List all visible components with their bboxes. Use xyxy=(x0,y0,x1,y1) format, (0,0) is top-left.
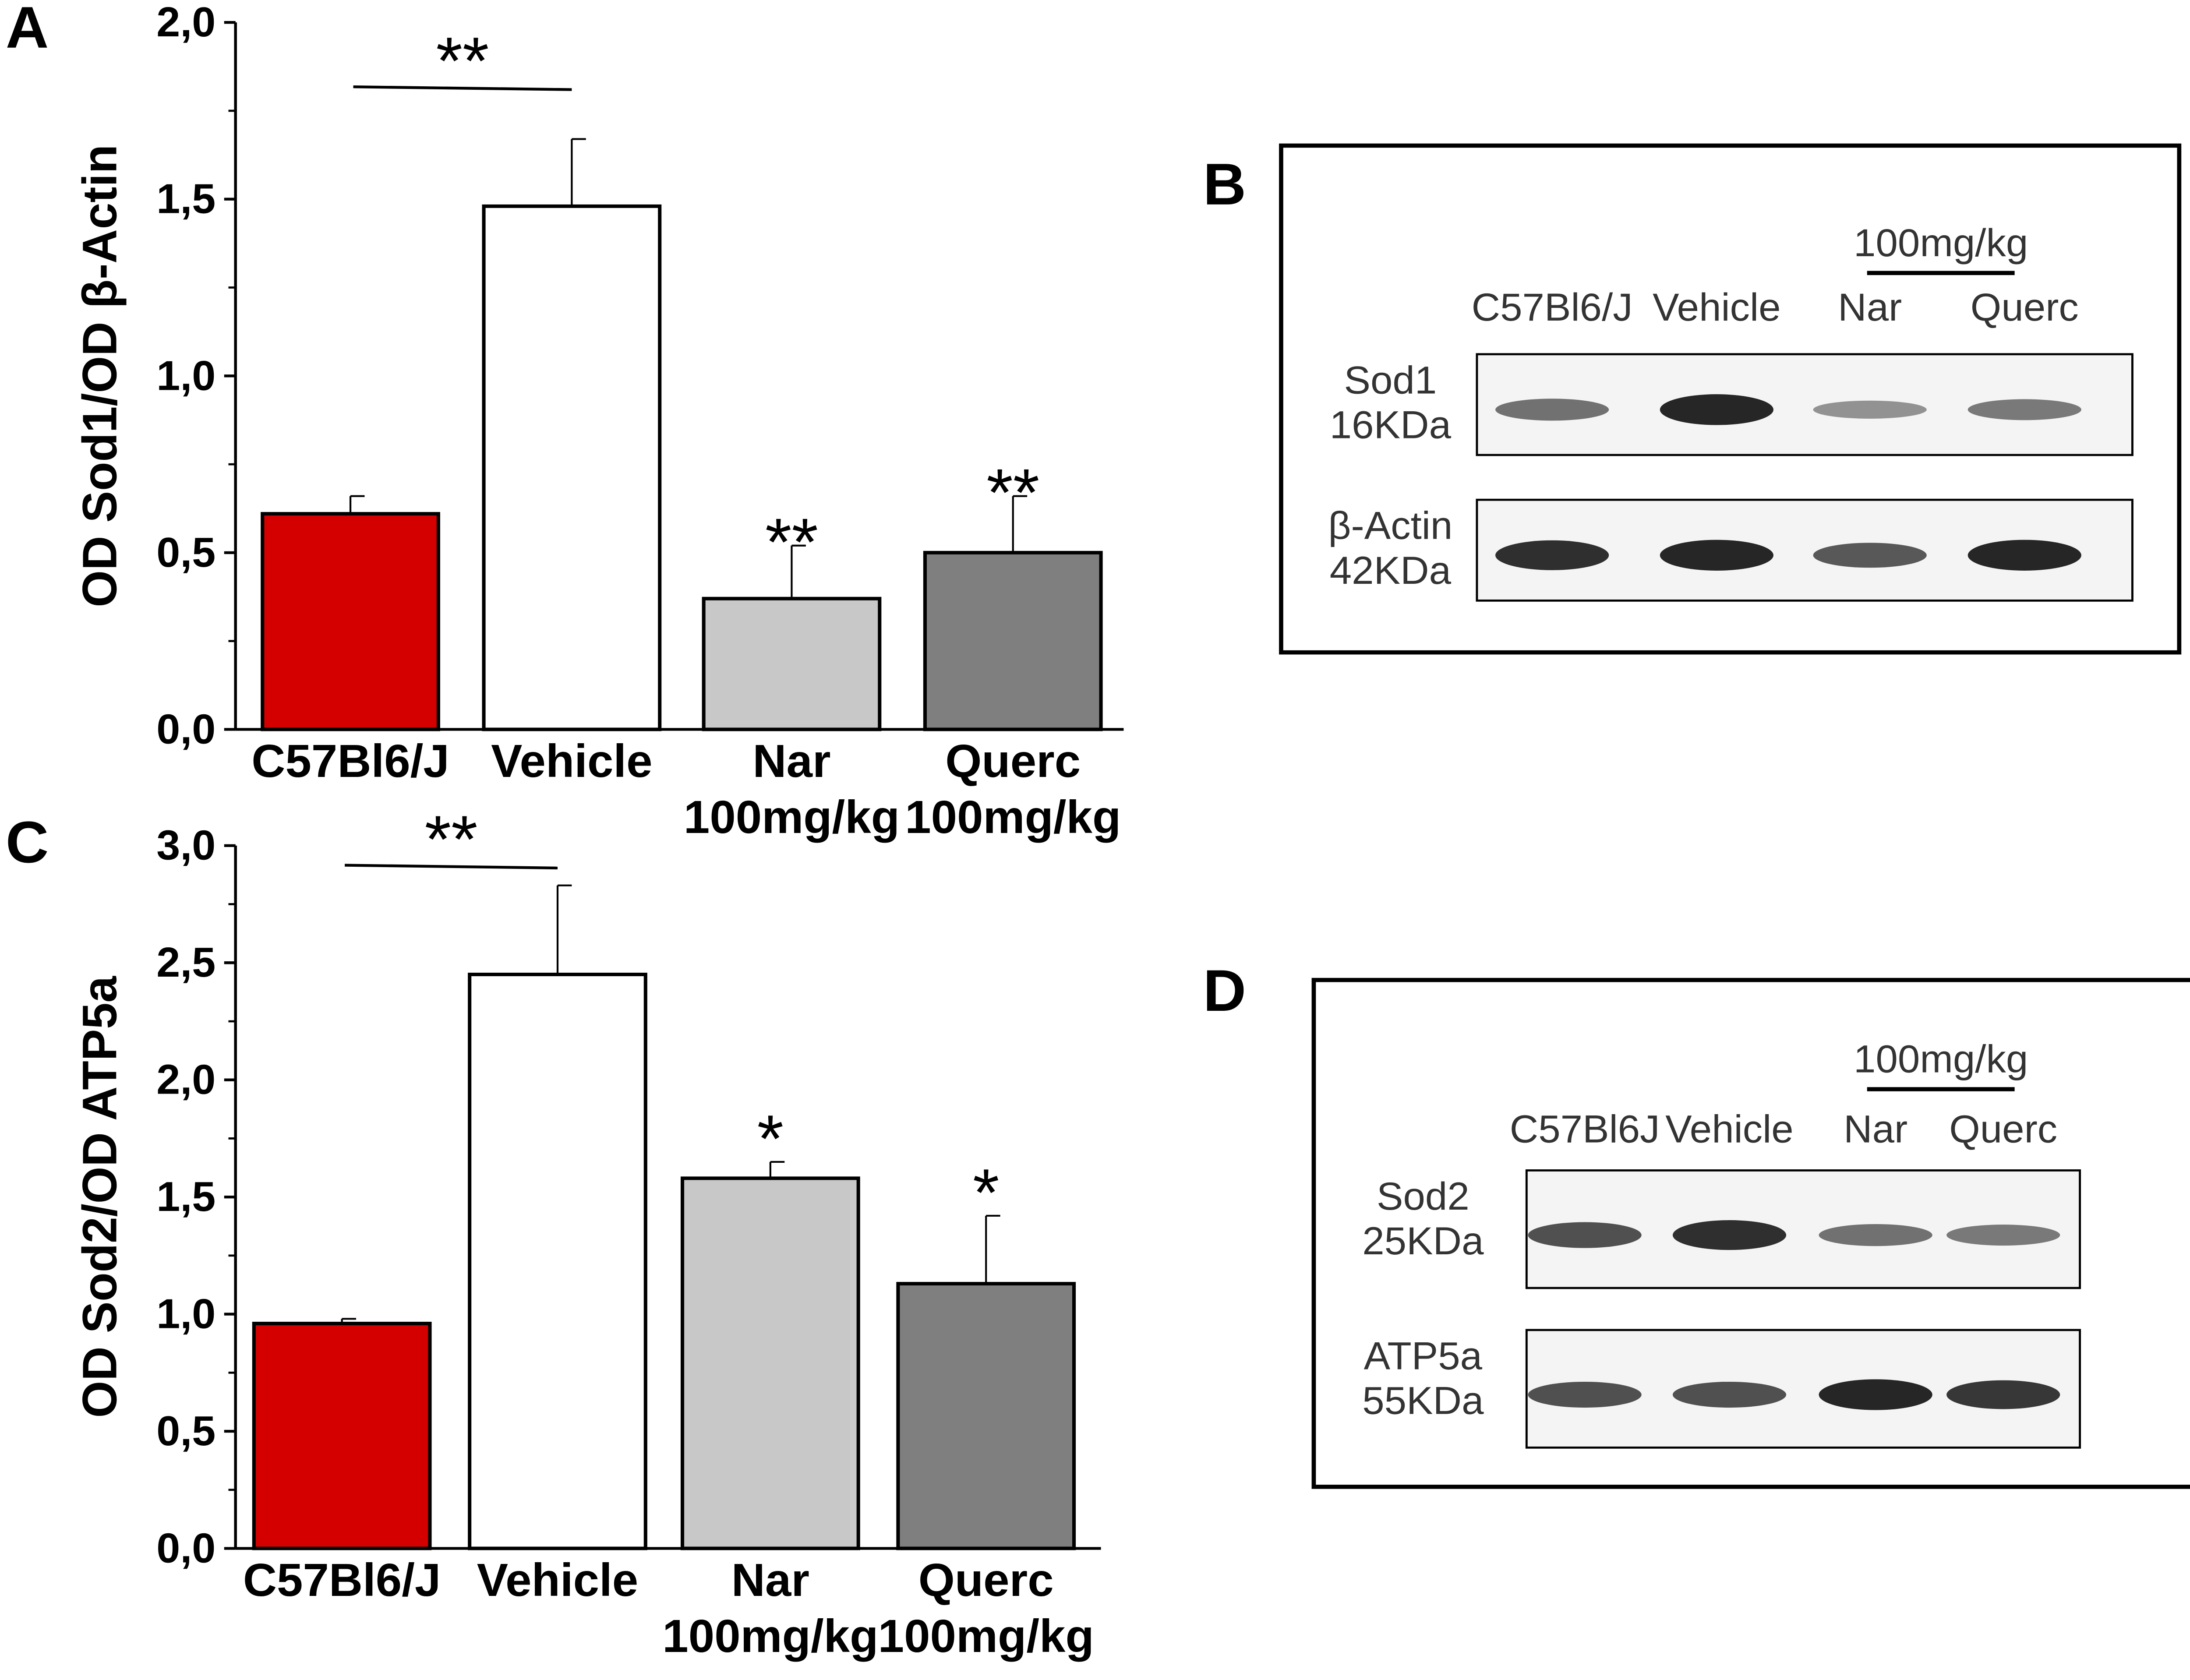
protein-band xyxy=(1967,540,2081,571)
significance-marker: * xyxy=(757,1101,784,1176)
significance-marker: ** xyxy=(986,455,1039,530)
category-label: C57Bl6/J xyxy=(243,1554,441,1606)
protein-name: Sod1 xyxy=(1344,358,1437,402)
y-tick-label: 0,0 xyxy=(156,706,215,752)
lane-label: Vehicle xyxy=(1665,1107,1793,1151)
bar xyxy=(482,204,662,731)
bar xyxy=(680,1176,860,1550)
bar xyxy=(261,512,440,731)
category-label: Vehicle xyxy=(491,735,652,787)
protein-name: β-Actin xyxy=(1328,504,1452,547)
protein-band xyxy=(1495,540,1609,570)
protein-band xyxy=(1660,394,1773,425)
protein-band xyxy=(1813,543,1927,568)
protein-band xyxy=(1813,400,1927,419)
bar xyxy=(923,551,1103,731)
protein-name: Sod2 xyxy=(1377,1174,1469,1218)
lane-label: Querc xyxy=(1971,286,2079,329)
y-tick-label: 1,5 xyxy=(156,1174,215,1220)
category-label: 100mg/kg xyxy=(905,791,1121,843)
protein-name: ATP5a xyxy=(1364,1334,1483,1378)
panel-letter-c: C xyxy=(6,809,49,875)
western-blot-sod1: 100mg/kg C57Bl6/J Vehicle Nar Querc Sod116KDa… xyxy=(1279,143,2182,655)
bar xyxy=(702,596,882,731)
lane-label: Vehicle xyxy=(1653,286,1780,329)
category-label: Querc xyxy=(945,735,1081,787)
protein-band xyxy=(1528,1222,1642,1248)
protein-band xyxy=(1819,1224,1932,1246)
y-tick-label: 2,5 xyxy=(156,939,215,986)
protein-band xyxy=(1967,399,2081,420)
significance-bracket xyxy=(353,85,572,91)
y-tick-label: 0,5 xyxy=(156,1408,215,1454)
protein-band xyxy=(1819,1379,1932,1410)
significance-marker: ** xyxy=(765,504,818,579)
y-tick-label: 0,0 xyxy=(156,1525,215,1571)
category-label: C57Bl6/J xyxy=(251,735,449,787)
bar xyxy=(896,1282,1076,1550)
lane-label: C57Bl6J xyxy=(1510,1107,1660,1151)
panel-letter-b: B xyxy=(1203,152,1246,217)
protein-size: 42KDa xyxy=(1330,549,1452,593)
y-axis-label: OD Sod1/OD β-Actin xyxy=(73,145,127,607)
y-tick-label: 1,5 xyxy=(156,176,215,222)
y-tick-label: 1,0 xyxy=(156,1291,215,1337)
protein-band xyxy=(1946,1380,2060,1409)
significance-bracket xyxy=(345,864,558,870)
protein-size: 25KDa xyxy=(1362,1219,1484,1263)
protein-size: 16KDa xyxy=(1330,403,1452,447)
protein-band xyxy=(1528,1381,1642,1408)
bracket-label: ** xyxy=(425,801,478,877)
dose-label: 100mg/kg xyxy=(1854,1037,2028,1081)
dose-label: 100mg/kg xyxy=(1854,221,2028,265)
y-tick-label: 0,5 xyxy=(156,529,215,575)
panel-letter-a: A xyxy=(6,0,49,60)
category-label: 100mg/kg xyxy=(878,1610,1094,1662)
category-label: Vehicle xyxy=(477,1554,638,1606)
bar xyxy=(468,972,647,1550)
category-label: Nar xyxy=(752,735,830,787)
bracket-label: ** xyxy=(436,23,489,99)
protein-band xyxy=(1660,540,1773,571)
bar xyxy=(252,1322,432,1550)
category-label: 100mg/kg xyxy=(684,791,900,843)
lane-label: C57Bl6/J xyxy=(1472,286,1633,329)
chart-sod2: 0,0 0,5 1,0 1,5 2,0 2,5 3,0 OD Sod2/OD ATP5a C57… xyxy=(73,801,1101,1662)
y-axis-label: OD Sod2/OD ATP5a xyxy=(73,976,127,1418)
category-label: Nar xyxy=(731,1554,809,1606)
y-tick-label: 2,0 xyxy=(156,0,215,46)
lane-label: Nar xyxy=(1838,286,1902,329)
lane-label: Nar xyxy=(1844,1107,1907,1151)
significance-marker: * xyxy=(973,1155,1000,1230)
chart-sod1: 0,0 0,5 1,0 1,5 2,0 OD Sod1/OD β-Actin C57Bl6/… xyxy=(73,0,1124,843)
category-label: Querc xyxy=(918,1554,1054,1606)
protein-band xyxy=(1672,1220,1787,1250)
category-label: 100mg/kg xyxy=(662,1610,878,1662)
protein-size: 55KDa xyxy=(1362,1379,1484,1422)
lane-label: Querc xyxy=(1949,1107,2057,1151)
y-tick-label: 1,0 xyxy=(156,353,215,399)
protein-band xyxy=(1672,1381,1787,1408)
y-tick-label: 3,0 xyxy=(156,822,215,868)
y-tick-label: 2,0 xyxy=(156,1056,215,1103)
protein-band xyxy=(1495,399,1609,421)
protein-band xyxy=(1946,1225,2060,1246)
panel-letter-d: D xyxy=(1203,958,1246,1024)
